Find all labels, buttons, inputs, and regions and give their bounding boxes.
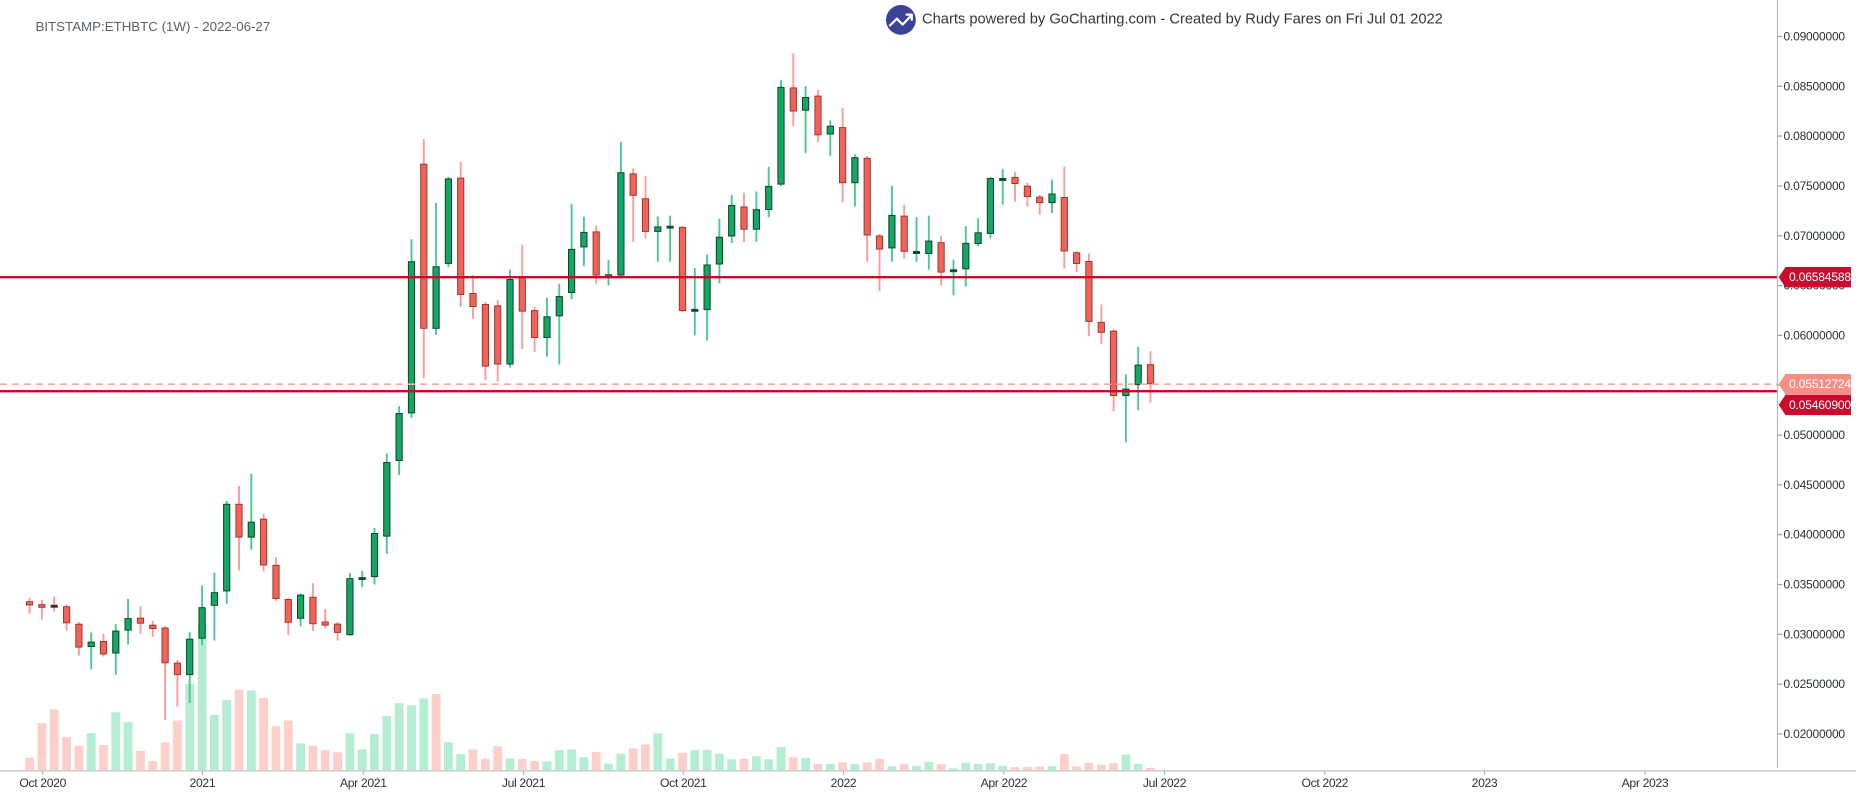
svg-text:Oct 2022: Oct 2022	[1301, 776, 1348, 790]
svg-text:0.05460900: 0.05460900	[1789, 398, 1851, 412]
svg-text:0.04500000: 0.04500000	[1784, 478, 1846, 492]
svg-text:Oct 2020: Oct 2020	[19, 776, 66, 790]
svg-text:Jul 2022: Jul 2022	[1143, 776, 1187, 790]
svg-text:2021: 2021	[190, 776, 216, 790]
svg-text:0.03500000: 0.03500000	[1784, 578, 1846, 592]
svg-text:Apr 2023: Apr 2023	[1622, 776, 1669, 790]
svg-text:0.05000000: 0.05000000	[1784, 428, 1846, 442]
svg-text:0.06584588: 0.06584588	[1789, 270, 1851, 284]
svg-text:Oct 2021: Oct 2021	[660, 776, 707, 790]
svg-text:0.08500000: 0.08500000	[1784, 79, 1846, 93]
svg-text:0.04000000: 0.04000000	[1784, 528, 1846, 542]
svg-text:0.02500000: 0.02500000	[1784, 677, 1846, 691]
svg-text:2023: 2023	[1472, 776, 1498, 790]
svg-text:Charts powered by GoCharting.c: Charts powered by GoCharting.com - Creat…	[922, 11, 1443, 27]
svg-text:2022: 2022	[831, 776, 857, 790]
svg-text:0.09000000: 0.09000000	[1784, 30, 1846, 44]
svg-text:Apr 2021: Apr 2021	[340, 776, 387, 790]
svg-text:0.05512724: 0.05512724	[1789, 377, 1851, 391]
svg-text:0.06000000: 0.06000000	[1784, 328, 1846, 342]
svg-text:0.02000000: 0.02000000	[1784, 727, 1846, 741]
svg-text:0.07000000: 0.07000000	[1784, 229, 1846, 243]
svg-text:0.07500000: 0.07500000	[1784, 179, 1846, 193]
svg-text:BITSTAMP:ETHBTC (1W) - 2022-06: BITSTAMP:ETHBTC (1W) - 2022-06-27	[36, 19, 271, 34]
svg-text:Apr 2022: Apr 2022	[981, 776, 1028, 790]
svg-text:0.03000000: 0.03000000	[1784, 627, 1846, 641]
svg-text:Jul 2021: Jul 2021	[502, 776, 546, 790]
svg-text:0.08000000: 0.08000000	[1784, 129, 1846, 143]
